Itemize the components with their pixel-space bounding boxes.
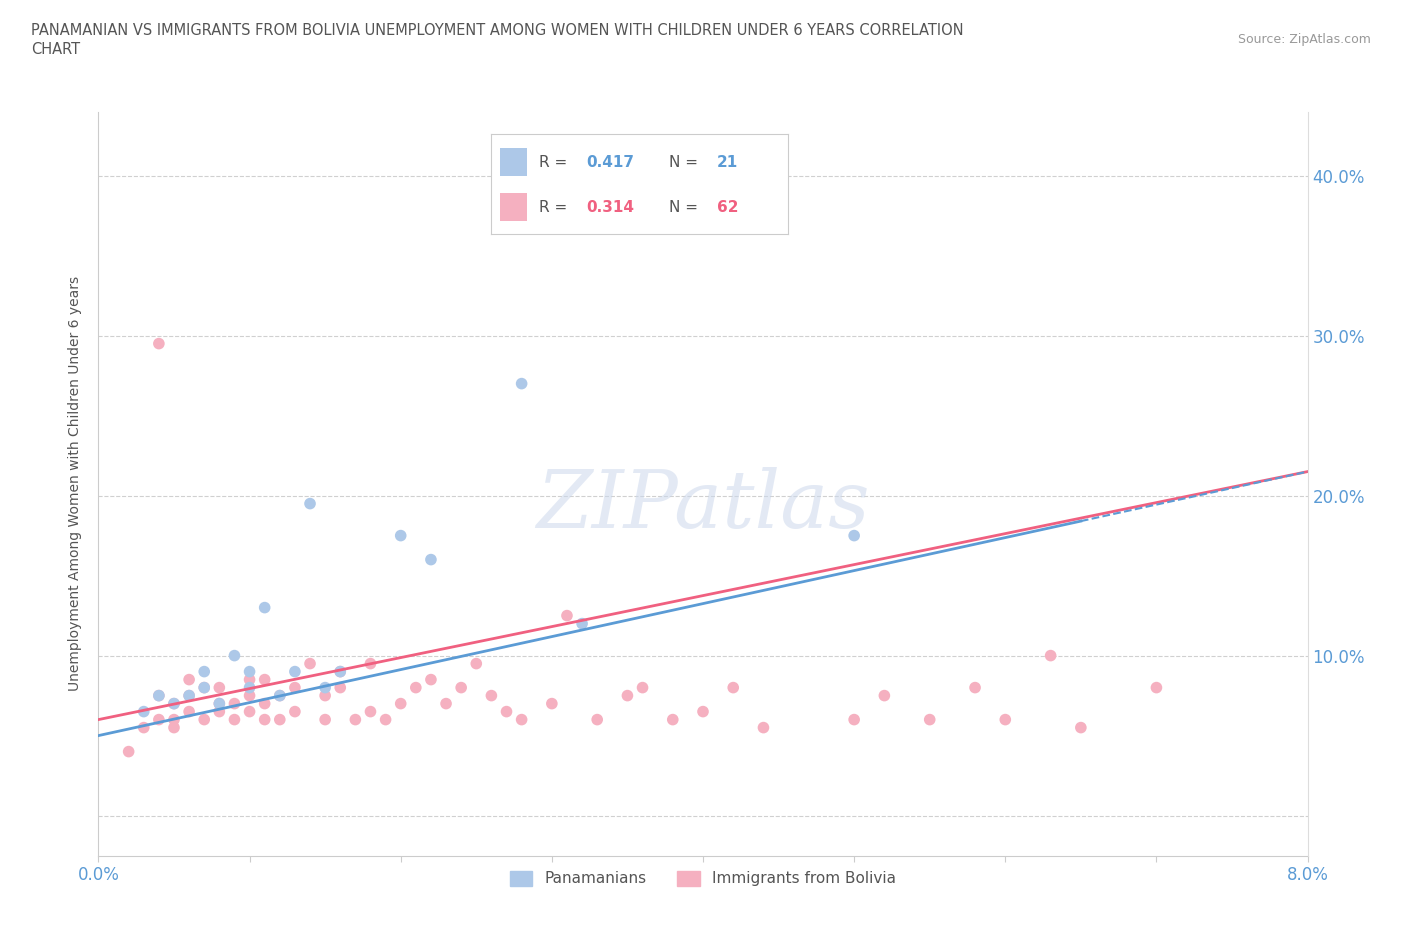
Point bbox=[148, 688, 170, 703]
Point bbox=[360, 704, 382, 719]
Point bbox=[163, 697, 186, 711]
Point bbox=[510, 376, 533, 391]
Point bbox=[405, 680, 427, 695]
Point bbox=[193, 680, 215, 695]
Point bbox=[224, 697, 246, 711]
Point bbox=[631, 680, 654, 695]
Point bbox=[481, 688, 503, 703]
Point bbox=[329, 664, 352, 679]
Point bbox=[389, 697, 412, 711]
Point bbox=[434, 697, 457, 711]
Point bbox=[132, 704, 155, 719]
Point bbox=[586, 712, 609, 727]
Point bbox=[314, 680, 336, 695]
Point bbox=[148, 688, 170, 703]
Text: CHART: CHART bbox=[31, 42, 80, 57]
Point bbox=[193, 712, 215, 727]
Point bbox=[118, 744, 141, 759]
Point bbox=[224, 712, 246, 727]
Point bbox=[1039, 648, 1062, 663]
Point bbox=[239, 688, 262, 703]
Legend: Panamanians, Immigrants from Bolivia: Panamanians, Immigrants from Bolivia bbox=[503, 864, 903, 893]
Point bbox=[179, 704, 201, 719]
Y-axis label: Unemployment Among Women with Children Under 6 years: Unemployment Among Women with Children U… bbox=[69, 276, 83, 691]
Point bbox=[510, 712, 533, 727]
Point bbox=[163, 712, 186, 727]
Point bbox=[1070, 720, 1092, 735]
Point bbox=[239, 704, 262, 719]
Point bbox=[208, 697, 231, 711]
Point bbox=[495, 704, 517, 719]
Point bbox=[284, 680, 307, 695]
Point bbox=[994, 712, 1017, 727]
Point bbox=[1146, 680, 1168, 695]
Point bbox=[314, 688, 336, 703]
Point bbox=[299, 657, 322, 671]
Point bbox=[918, 712, 941, 727]
Point bbox=[389, 528, 412, 543]
Point bbox=[269, 688, 291, 703]
Point bbox=[253, 600, 276, 615]
Point bbox=[965, 680, 987, 695]
Point bbox=[873, 688, 896, 703]
Point bbox=[420, 672, 443, 687]
Point bbox=[420, 552, 443, 567]
Point bbox=[844, 712, 866, 727]
Point bbox=[163, 720, 186, 735]
Point bbox=[555, 608, 578, 623]
Point bbox=[571, 617, 593, 631]
Point bbox=[723, 680, 745, 695]
Point bbox=[224, 648, 246, 663]
Point bbox=[239, 664, 262, 679]
Point bbox=[344, 712, 367, 727]
Point bbox=[148, 336, 170, 351]
Point bbox=[193, 664, 215, 679]
Text: PANAMANIAN VS IMMIGRANTS FROM BOLIVIA UNEMPLOYMENT AMONG WOMEN WITH CHILDREN UND: PANAMANIAN VS IMMIGRANTS FROM BOLIVIA UN… bbox=[31, 23, 963, 38]
Point bbox=[299, 497, 322, 512]
Point bbox=[450, 680, 472, 695]
Text: ZIPatlas: ZIPatlas bbox=[536, 467, 870, 545]
Point bbox=[284, 704, 307, 719]
Text: Source: ZipAtlas.com: Source: ZipAtlas.com bbox=[1237, 33, 1371, 46]
Point bbox=[360, 657, 382, 671]
Point bbox=[179, 688, 201, 703]
Point bbox=[239, 672, 262, 687]
Point bbox=[374, 712, 396, 727]
Point bbox=[208, 680, 231, 695]
Point bbox=[193, 680, 215, 695]
Point bbox=[692, 704, 714, 719]
Point bbox=[844, 528, 866, 543]
Point bbox=[179, 688, 201, 703]
Point bbox=[329, 664, 352, 679]
Point bbox=[540, 697, 562, 711]
Point bbox=[148, 712, 170, 727]
Point bbox=[179, 672, 201, 687]
Point bbox=[253, 697, 276, 711]
Point bbox=[661, 712, 683, 727]
Point bbox=[239, 680, 262, 695]
Point bbox=[208, 697, 231, 711]
Point bbox=[253, 712, 276, 727]
Point bbox=[208, 704, 231, 719]
Point bbox=[253, 672, 276, 687]
Point bbox=[269, 688, 291, 703]
Point bbox=[284, 664, 307, 679]
Point bbox=[132, 720, 155, 735]
Point bbox=[314, 712, 336, 727]
Point bbox=[752, 720, 775, 735]
Point bbox=[465, 657, 488, 671]
Point bbox=[163, 697, 186, 711]
Point bbox=[269, 712, 291, 727]
Point bbox=[329, 680, 352, 695]
Point bbox=[616, 688, 638, 703]
